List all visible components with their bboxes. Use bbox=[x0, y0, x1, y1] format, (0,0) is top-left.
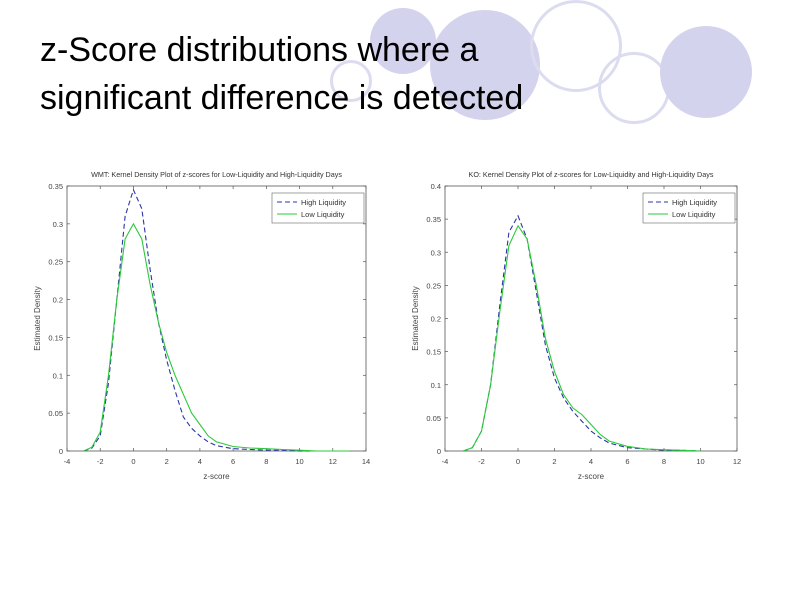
x-tick-label: -4 bbox=[442, 457, 449, 466]
x-tick-label: -4 bbox=[64, 457, 71, 466]
y-tick-label: 0.1 bbox=[431, 381, 441, 390]
legend-label: High Liquidity bbox=[301, 198, 346, 207]
decor-circle-3 bbox=[660, 26, 752, 118]
x-tick-label: 8 bbox=[662, 457, 666, 466]
x-tick-label: 8 bbox=[264, 457, 268, 466]
legend-label: Low Liquidity bbox=[301, 210, 345, 219]
x-tick-label: 2 bbox=[552, 457, 556, 466]
x-tick-label: 12 bbox=[733, 457, 741, 466]
y-axis-label: Estimated Density bbox=[411, 286, 420, 350]
decor-circle-2 bbox=[430, 10, 540, 120]
y-tick-label: 0.05 bbox=[426, 414, 441, 423]
series-line-low-liquidity bbox=[463, 224, 701, 452]
x-tick-label: 10 bbox=[696, 457, 704, 466]
chart-title: KO: Kernel Density Plot of z-scores for … bbox=[469, 170, 714, 179]
y-tick-label: 0.05 bbox=[48, 409, 63, 418]
slide-title: z-Score distributions where a significan… bbox=[40, 26, 523, 122]
plot-frame bbox=[444, 185, 738, 452]
x-tick-label: 10 bbox=[295, 457, 303, 466]
x-tick-label: 0 bbox=[516, 457, 520, 466]
x-tick-label: 6 bbox=[231, 457, 235, 466]
decor-ring-2 bbox=[530, 0, 622, 92]
y-tick-label: 0 bbox=[437, 447, 441, 456]
y-tick-label: 0 bbox=[59, 447, 63, 456]
legend-box bbox=[642, 192, 736, 224]
x-tick-label: 12 bbox=[329, 457, 337, 466]
y-tick-label: 0.3 bbox=[53, 220, 63, 229]
y-tick-label: 0.2 bbox=[431, 315, 441, 324]
x-tick-label: 4 bbox=[589, 457, 593, 466]
decor-circle-1 bbox=[370, 8, 436, 74]
x-tick-label: 2 bbox=[165, 457, 169, 466]
x-tick-label: 6 bbox=[625, 457, 629, 466]
y-tick-label: 0.35 bbox=[48, 182, 63, 191]
y-tick-label: 0.1 bbox=[53, 371, 63, 380]
y-axis-label: Estimated Density bbox=[33, 286, 42, 350]
slide-title-line2: significant difference is detected bbox=[40, 79, 524, 117]
x-tick-label: -2 bbox=[97, 457, 104, 466]
plot-frame bbox=[66, 185, 367, 452]
legend-label: Low Liquidity bbox=[672, 210, 716, 219]
legend-label: High Liquidity bbox=[672, 198, 717, 207]
legend-box bbox=[271, 192, 365, 224]
x-tick-label: 14 bbox=[362, 457, 370, 466]
series-line-low-liquidity bbox=[83, 222, 350, 452]
slide-title-line1: z-Score distributions where a bbox=[40, 31, 479, 69]
chart-1: WMT: Kernel Density Plot of z-scores for… bbox=[33, 170, 370, 481]
x-tick-label: 4 bbox=[198, 457, 202, 466]
x-tick-label: -2 bbox=[478, 457, 485, 466]
x-axis-label: z-score bbox=[203, 472, 230, 481]
series-line-high-liquidity bbox=[463, 214, 701, 452]
chart-title: WMT: Kernel Density Plot of z-scores for… bbox=[91, 170, 342, 179]
chart-2: KO: Kernel Density Plot of z-scores for … bbox=[411, 170, 741, 481]
y-tick-label: 0.15 bbox=[426, 348, 441, 357]
y-tick-label: 0.25 bbox=[48, 258, 63, 267]
y-tick-label: 0.25 bbox=[426, 281, 441, 290]
y-tick-label: 0.15 bbox=[48, 333, 63, 342]
series-line-high-liquidity bbox=[83, 188, 350, 452]
x-axis-label: z-score bbox=[578, 472, 605, 481]
x-tick-label: 0 bbox=[131, 457, 135, 466]
y-tick-label: 0.35 bbox=[426, 215, 441, 224]
decor-ring-1 bbox=[330, 60, 372, 102]
y-tick-label: 0.3 bbox=[431, 248, 441, 257]
y-tick-label: 0.4 bbox=[431, 182, 441, 191]
y-tick-label: 0.2 bbox=[53, 296, 63, 305]
